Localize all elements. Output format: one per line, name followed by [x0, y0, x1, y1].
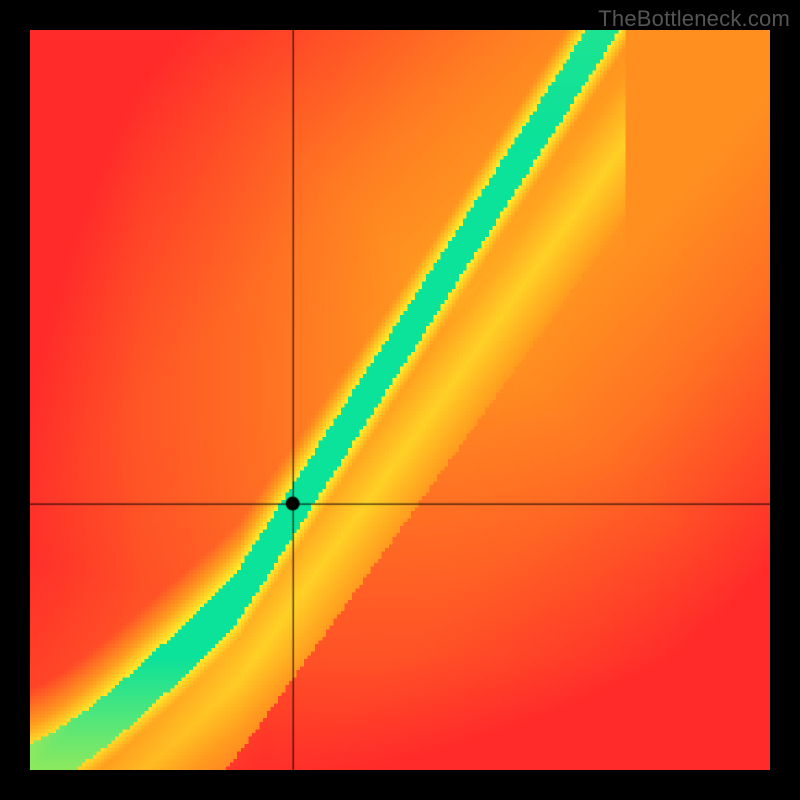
crosshair-overlay	[30, 30, 770, 770]
watermark-text: TheBottleneck.com	[598, 6, 790, 32]
figure-frame: TheBottleneck.com	[0, 0, 800, 800]
plot-area	[30, 30, 770, 770]
